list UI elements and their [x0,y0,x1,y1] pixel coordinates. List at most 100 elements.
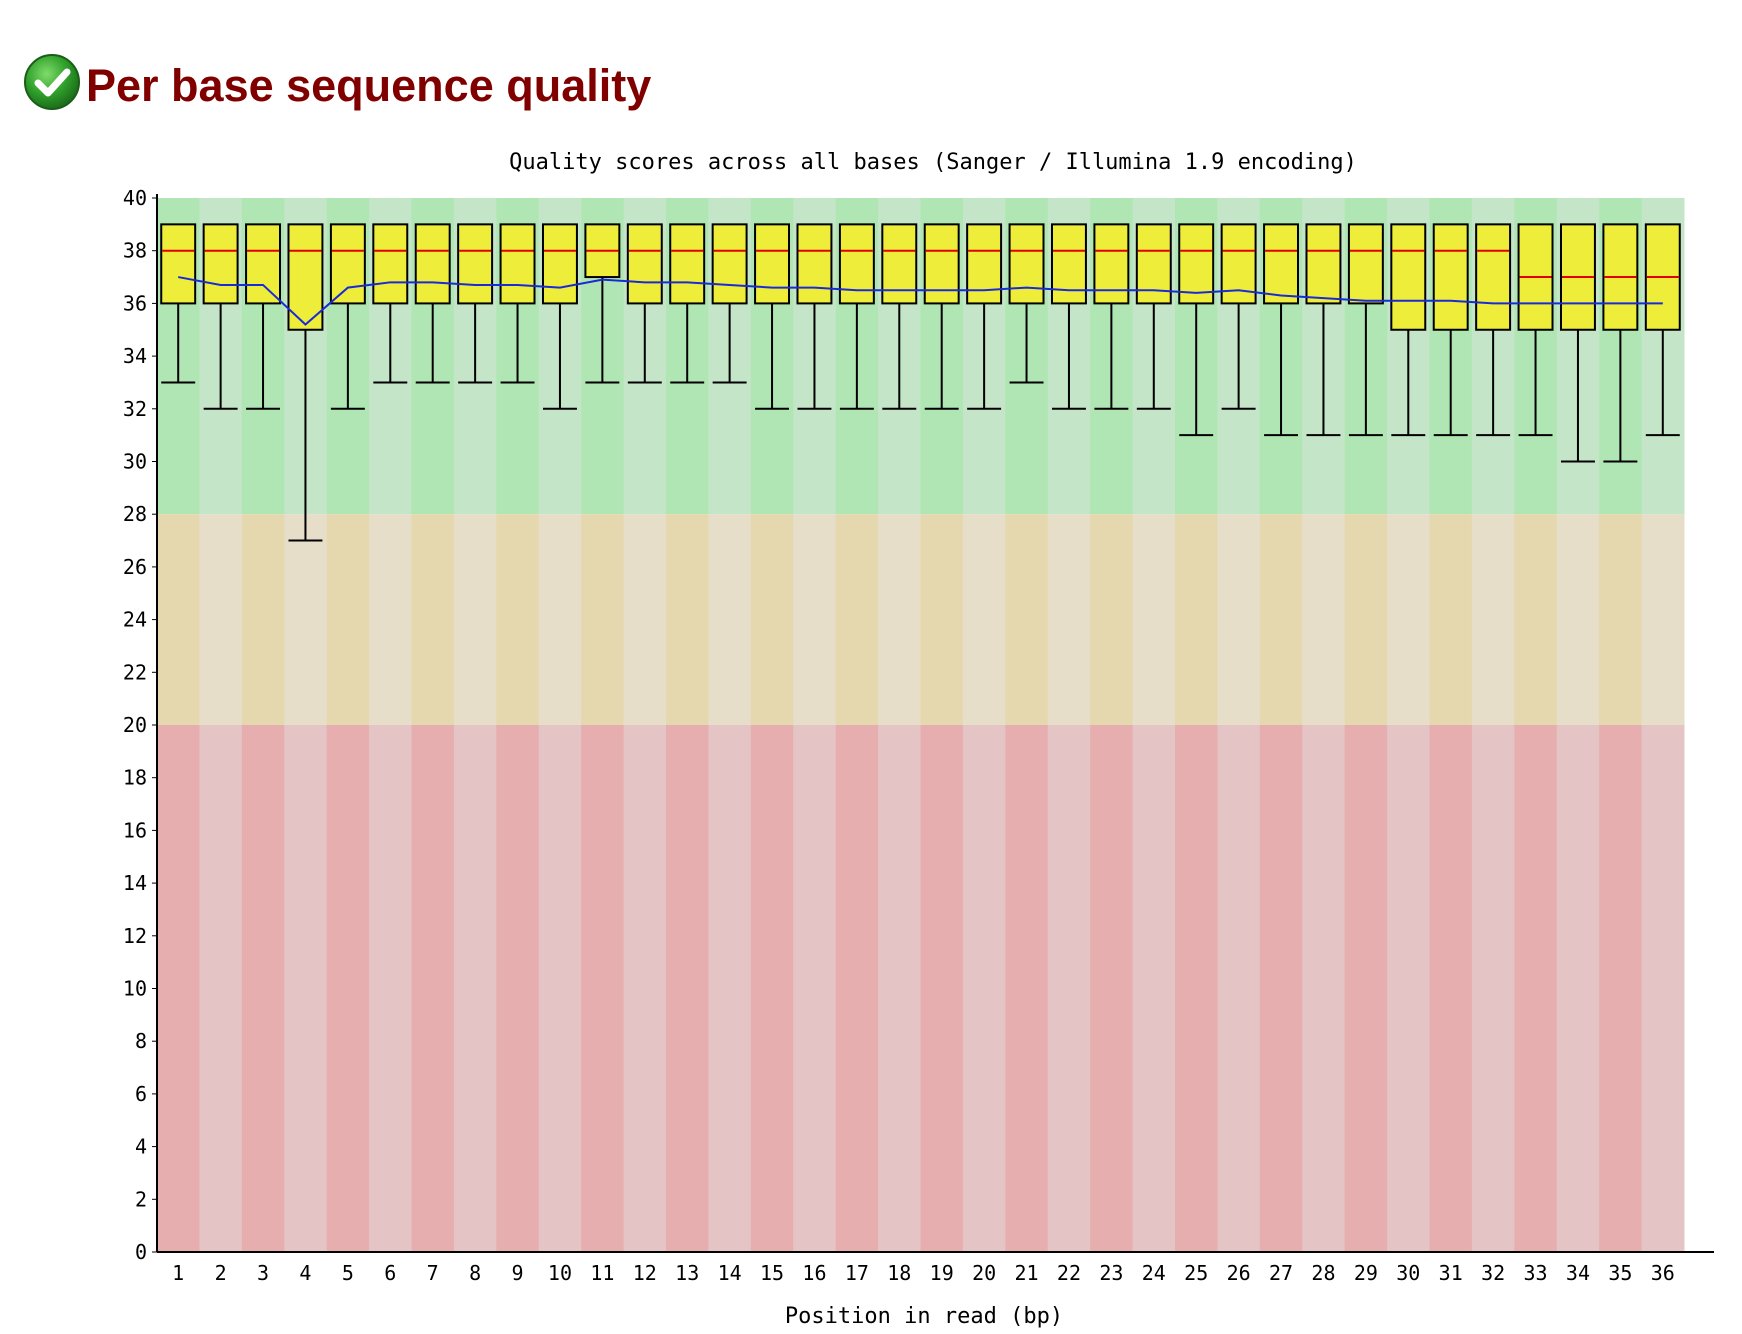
zone-poor-stripe [1514,725,1558,1252]
zone-reasonable-stripe [962,514,1006,725]
zone-reasonable-stripe [453,514,497,725]
y-tick-label: 0 [135,1240,147,1264]
mean-line [178,276,1663,326]
zone-poor-stripe [920,725,964,1252]
zone-poor-stripe [1047,725,1091,1252]
zone-reasonable-stripe [1132,514,1176,725]
zone-poor-stripe [1471,725,1515,1252]
x-tick-label: 19 [930,1261,954,1285]
zone-reasonable-stripe [157,514,200,725]
zone-reasonable-stripe [1556,514,1600,725]
zone-poor-stripe [1641,725,1685,1252]
zone-poor-stripe [1429,725,1473,1252]
zone-poor-stripe [1599,725,1643,1252]
x-tick-label: 20 [972,1261,996,1285]
zone-reasonable-stripe [1641,514,1685,725]
zone-reasonable-stripe [1387,514,1430,725]
y-tick-label: 30 [123,450,147,474]
x-tick-label: 36 [1651,1261,1675,1285]
zone-poor-stripe [1344,725,1388,1252]
zone-reasonable-stripe [666,514,709,725]
x-tick-label: 23 [1099,1261,1123,1285]
zone-poor-stripe [1259,725,1303,1252]
y-tick-label: 34 [123,344,147,368]
zone-reasonable-stripe [1090,514,1134,725]
zone-reasonable-stripe [1302,514,1346,725]
y-tick-label: 24 [123,608,147,632]
quality-box [1263,223,1300,305]
y-tick-label: 36 [123,291,147,315]
zone-poor-stripe [666,725,709,1252]
x-tick-label: 33 [1523,1261,1547,1285]
quality-box [881,223,918,305]
quality-box [1008,223,1045,305]
zone-reasonable-stripe [199,514,243,725]
quality-box [669,223,706,305]
zone-reasonable-stripe [1047,514,1091,725]
x-tick-label: 16 [802,1261,826,1285]
x-tick-label: 11 [590,1261,614,1285]
x-tick-label: 7 [427,1261,439,1285]
y-tick-label: 4 [135,1135,147,1159]
zone-reasonable-stripe [920,514,964,725]
quality-box [1305,223,1342,305]
quality-box [541,223,578,305]
zone-reasonable-stripe [326,514,370,725]
y-tick-label: 12 [123,924,147,948]
x-tick-label: 1 [172,1261,184,1285]
x-tick-label: 21 [1014,1261,1038,1285]
x-tick-label: 32 [1481,1261,1505,1285]
zone-reasonable-stripe [1005,514,1049,725]
zone-poor-stripe [793,725,837,1252]
zone-poor-stripe [538,725,582,1252]
x-tick-label: 5 [342,1261,354,1285]
quality-box [1347,223,1384,305]
x-tick-label: 24 [1142,1261,1166,1285]
zone-poor-stripe [962,725,1006,1252]
zone-reasonable-stripe [1217,514,1261,725]
x-tick-label: 14 [718,1261,742,1285]
zone-reasonable-stripe [1471,514,1515,725]
zone-reasonable-stripe [835,514,879,725]
x-axis-label: Position in read (bp) [785,1304,1063,1329]
x-tick-label: 27 [1269,1261,1293,1285]
zone-poor-stripe [326,725,370,1252]
zone-reasonable-stripe [623,514,667,725]
x-tick-label: 4 [299,1261,311,1285]
section-title: Per base sequence quality [86,60,652,111]
x-tick-label: 31 [1439,1261,1463,1285]
zone-poor-stripe [284,725,328,1252]
y-tick-label: 8 [135,1029,147,1053]
zone-poor-stripe [241,725,285,1252]
y-tick-label: 18 [123,766,147,790]
zone-reasonable-stripe [708,514,752,725]
quality-box [287,223,324,331]
zone-poor-stripe [750,725,794,1252]
x-tick-label: 13 [675,1261,699,1285]
zone-reasonable-stripe [878,514,921,725]
zone-reasonable-stripe [1599,514,1643,725]
chart-title: Quality scores across all bases (Sanger … [509,150,1357,175]
x-tick-label: 28 [1311,1261,1335,1285]
y-tick-label: 32 [123,397,147,421]
quality-box [457,223,494,305]
quality-box [711,223,748,305]
quality-box [1432,223,1469,331]
x-tick-label: 30 [1396,1261,1420,1285]
zone-poor-stripe [1132,725,1176,1252]
quality-box [202,223,239,305]
axes [156,194,1714,1253]
x-tick-label: 35 [1608,1261,1632,1285]
zone-poor-stripe [1387,725,1430,1252]
quality-box [1093,223,1130,305]
zone-poor-stripe [1175,725,1218,1252]
zone-poor-stripe [1302,725,1346,1252]
x-tick-label: 2 [215,1261,227,1285]
y-tick-label: 6 [135,1082,147,1106]
x-axis-ticks: 1 2 3 4 5 6 7 8 9 10 11 12 13 14 15 16 17 18 19 20 21 22 23 24 2… [172,1261,1675,1285]
quality-box [329,223,366,305]
zone-poor-stripe [623,725,667,1252]
zone-poor-stripe [878,725,921,1252]
y-tick-label: 38 [123,239,147,263]
y-tick-label: 28 [123,502,147,526]
